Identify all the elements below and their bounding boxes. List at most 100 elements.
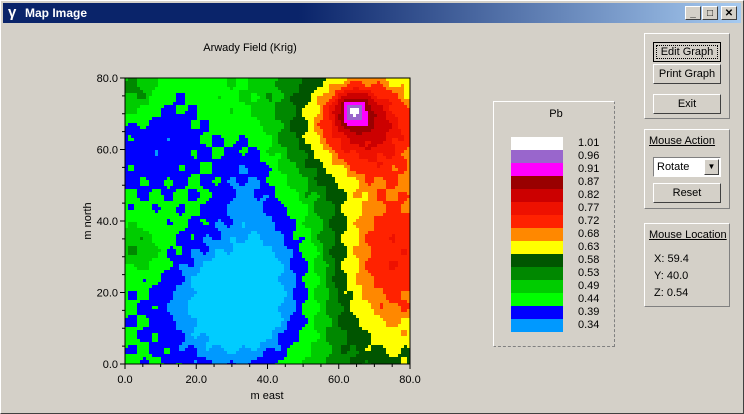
contour-cell bbox=[257, 336, 261, 340]
contour-cell bbox=[260, 153, 264, 157]
contour-cell bbox=[167, 150, 171, 154]
contour-cell bbox=[134, 135, 138, 139]
contour-cell bbox=[164, 186, 168, 190]
contour-cell bbox=[137, 126, 141, 130]
contour-cell bbox=[200, 183, 204, 187]
contour-cell bbox=[152, 246, 156, 250]
contour-cell bbox=[245, 81, 249, 85]
contour-cell bbox=[164, 309, 168, 313]
contour-cell bbox=[176, 210, 180, 214]
contour-cell bbox=[236, 180, 240, 184]
contour-cell bbox=[266, 360, 270, 364]
contour-cell bbox=[248, 213, 252, 217]
contour-cell bbox=[149, 105, 153, 109]
contour-cell bbox=[254, 285, 258, 289]
contour-cell bbox=[191, 210, 195, 214]
contour-cell bbox=[251, 147, 255, 151]
contour-cell bbox=[185, 255, 189, 259]
contour-cell bbox=[275, 336, 279, 340]
contour-cell bbox=[242, 288, 246, 292]
contour-cell bbox=[245, 351, 249, 355]
contour-cell bbox=[155, 198, 159, 202]
contour-cell bbox=[230, 222, 234, 226]
contour-cell bbox=[215, 258, 219, 262]
contour-cell bbox=[167, 93, 171, 97]
contour-cell bbox=[218, 330, 222, 334]
contour-cell bbox=[188, 159, 192, 163]
contour-cell bbox=[251, 141, 255, 145]
contour-cell bbox=[215, 339, 219, 343]
contour-cell bbox=[227, 270, 231, 274]
contour-cell bbox=[209, 117, 213, 121]
contour-cell bbox=[137, 294, 141, 298]
contour-cell bbox=[158, 141, 162, 145]
contour-cell bbox=[149, 93, 153, 97]
contour-cell bbox=[245, 264, 249, 268]
contour-cell bbox=[128, 147, 132, 151]
contour-cell bbox=[272, 315, 276, 319]
contour-cell bbox=[254, 261, 258, 265]
contour-cell bbox=[173, 180, 177, 184]
contour-cell bbox=[131, 336, 135, 340]
contour-cell bbox=[146, 120, 150, 124]
contour-cell bbox=[128, 180, 132, 184]
contour-cell bbox=[176, 90, 180, 94]
contour-cell bbox=[206, 357, 210, 361]
contour-cell bbox=[272, 108, 276, 112]
contour-cell bbox=[248, 192, 252, 196]
contour-cell bbox=[185, 309, 189, 313]
contour-cell bbox=[218, 219, 222, 223]
contour-cell bbox=[248, 141, 252, 145]
contour-cell bbox=[191, 126, 195, 130]
contour-cell bbox=[212, 315, 216, 319]
contour-cell bbox=[203, 360, 207, 364]
contour-cell bbox=[215, 210, 219, 214]
contour-cell bbox=[194, 291, 198, 295]
close-button[interactable]: ✕ bbox=[721, 6, 737, 20]
contour-cell bbox=[200, 102, 204, 106]
contour-cell bbox=[188, 87, 192, 91]
maximize-button[interactable]: □ bbox=[702, 6, 718, 20]
contour-cell bbox=[230, 123, 234, 127]
contour-cell bbox=[179, 240, 183, 244]
contour-cell bbox=[248, 258, 252, 262]
contour-map-chart[interactable]: Arwady Field (Krig) 0.0 20.0 40.0 60.0 80.00… bbox=[1, 1, 481, 413]
contour-cell bbox=[158, 306, 162, 310]
contour-cell bbox=[221, 309, 225, 313]
title-bar[interactable]: γ Map Image _ □ ✕ bbox=[3, 3, 741, 23]
contour-cell bbox=[191, 252, 195, 256]
contour-cell bbox=[242, 123, 246, 127]
contour-cell bbox=[155, 270, 159, 274]
contour-cell bbox=[248, 108, 252, 112]
contour-cell bbox=[260, 195, 264, 199]
contour-cell bbox=[179, 159, 183, 163]
contour-cell bbox=[224, 258, 228, 262]
contour-cell bbox=[176, 360, 180, 364]
contour-cell bbox=[221, 90, 225, 94]
contour-cell bbox=[212, 345, 216, 349]
contour-cell bbox=[218, 315, 222, 319]
contour-cell bbox=[242, 315, 246, 319]
contour-cell bbox=[263, 105, 267, 109]
contour-cell bbox=[149, 144, 153, 148]
contour-cell bbox=[245, 99, 249, 103]
contour-cell bbox=[179, 180, 183, 184]
contour-cell bbox=[161, 177, 165, 181]
contour-cell bbox=[236, 267, 240, 271]
contour-cell bbox=[137, 318, 141, 322]
contour-cell bbox=[221, 96, 225, 100]
contour-cell bbox=[257, 273, 261, 277]
contour-cell bbox=[242, 243, 246, 247]
contour-cell bbox=[239, 216, 243, 220]
contour-cell bbox=[185, 192, 189, 196]
contour-cell bbox=[275, 78, 279, 82]
contour-cell bbox=[209, 222, 213, 226]
contour-cell bbox=[227, 207, 231, 211]
contour-cell bbox=[212, 96, 216, 100]
contour-cell bbox=[206, 288, 210, 292]
contour-cell bbox=[209, 219, 213, 223]
contour-cell bbox=[134, 228, 138, 232]
minimize-button[interactable]: _ bbox=[685, 6, 701, 20]
contour-cell bbox=[263, 231, 267, 235]
contour-cell bbox=[206, 315, 210, 319]
